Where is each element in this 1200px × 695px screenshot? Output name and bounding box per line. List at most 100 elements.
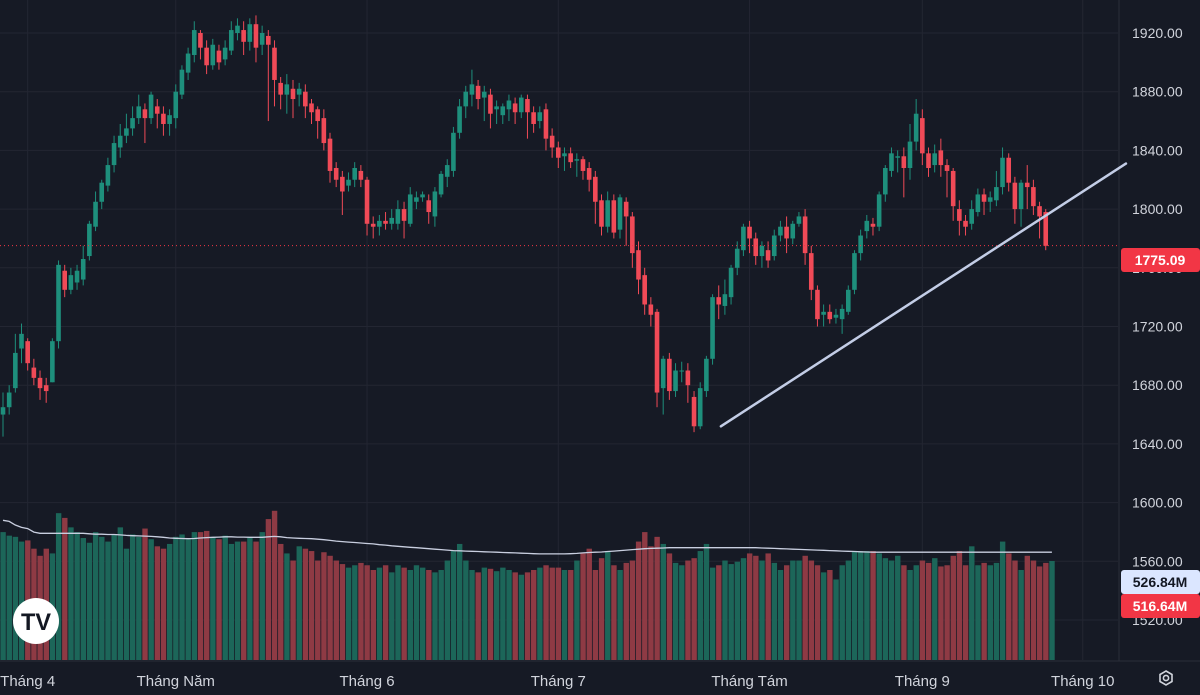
candle (481, 85, 487, 122)
volume-bar (1049, 561, 1055, 660)
settings-icon[interactable] (1159, 670, 1173, 686)
candle-body (531, 112, 536, 124)
candle (395, 200, 401, 230)
candle (148, 91, 154, 124)
candle-body (697, 388, 703, 427)
volume-bar (728, 564, 734, 660)
candle (191, 21, 197, 63)
candle (944, 159, 950, 198)
candle (463, 85, 469, 119)
candle-body (204, 47, 209, 66)
candle (389, 209, 395, 230)
volume-ma-label: 526.84M (1133, 574, 1187, 590)
candle (913, 99, 919, 151)
candle (309, 99, 314, 124)
candle-body (346, 179, 351, 186)
candle-body (259, 33, 265, 45)
volume-bar (62, 517, 68, 660)
candle (179, 65, 185, 100)
candle-body (315, 109, 320, 122)
candle-body (623, 201, 629, 217)
price-tick-label: 1560.00 (1132, 553, 1183, 569)
volume-bar (944, 565, 950, 660)
time-tick-label: Tháng 10 (1051, 673, 1114, 690)
candle-body (1031, 187, 1036, 207)
candle (833, 308, 839, 324)
candle-body (920, 118, 925, 154)
candle (500, 103, 506, 124)
candle (605, 191, 610, 233)
candle (272, 40, 277, 107)
volume-bar (475, 572, 481, 660)
candle-body (605, 200, 610, 227)
candle-body (895, 156, 900, 158)
volume-bar (537, 567, 543, 660)
volume-bar (216, 539, 222, 660)
price-tick-label: 1680.00 (1132, 377, 1183, 393)
volume-bar (969, 546, 975, 660)
candle-body (68, 275, 74, 290)
candle (333, 162, 339, 188)
candle (124, 113, 129, 144)
candle-body (432, 191, 438, 217)
candle-body (19, 333, 24, 349)
candle-body (839, 308, 845, 320)
volume-bar (506, 570, 512, 660)
volume-bar (197, 532, 204, 660)
volume-bar (605, 551, 611, 660)
candle-body (599, 200, 604, 227)
candle-body (630, 216, 635, 254)
candle-body (488, 94, 493, 114)
volume-bar (895, 555, 901, 660)
candle-body (179, 69, 185, 95)
candle (636, 241, 641, 295)
candle-body (1018, 182, 1024, 210)
candle-body (660, 358, 666, 389)
candle (870, 217, 876, 236)
volume-bar (870, 551, 876, 660)
candle (469, 69, 475, 107)
time-axis[interactable]: Tháng 4 Tháng Năm Tháng 6 Tháng 7 Tháng Tám T… (0, 673, 1114, 690)
volume-bar (1012, 560, 1018, 660)
volume-bar (833, 579, 839, 660)
candle (364, 176, 370, 236)
candle (278, 77, 283, 110)
candle (975, 188, 981, 217)
last-price-label: 1775.09 (1135, 252, 1186, 268)
volume-bar (746, 553, 753, 660)
candle-body (593, 176, 598, 202)
candle (815, 285, 820, 327)
volume-bar (568, 570, 574, 660)
candle-body (617, 197, 623, 230)
tradingview-logo[interactable]: TV (13, 598, 59, 644)
trendline[interactable] (719, 162, 1128, 428)
volume-bar (679, 565, 685, 660)
candle-body (457, 106, 462, 133)
candle (43, 377, 49, 403)
candle (568, 147, 573, 169)
candle-body (778, 226, 783, 236)
candle (216, 44, 222, 70)
price-tick-label: 1840.00 (1132, 142, 1183, 158)
candle (648, 297, 654, 327)
price-axis[interactable]: 1920.001880.001840.001800.001760.001720.… (1132, 25, 1183, 628)
volume-bar (531, 570, 537, 660)
candle (198, 30, 203, 60)
volume-bar (364, 565, 370, 660)
candle (987, 191, 993, 213)
volume-bar (740, 558, 747, 660)
candle-body (124, 128, 129, 136)
candle-body (987, 197, 993, 202)
volume-bar (228, 543, 235, 660)
candle-body (6, 392, 12, 408)
candle (87, 220, 92, 261)
candle (883, 165, 888, 202)
candle (1006, 153, 1012, 192)
volume-bar (142, 528, 148, 660)
candle-body (377, 220, 382, 227)
volume-bar (166, 543, 173, 660)
candle-body (253, 24, 259, 48)
candle-body (994, 187, 999, 201)
candle (599, 194, 604, 236)
